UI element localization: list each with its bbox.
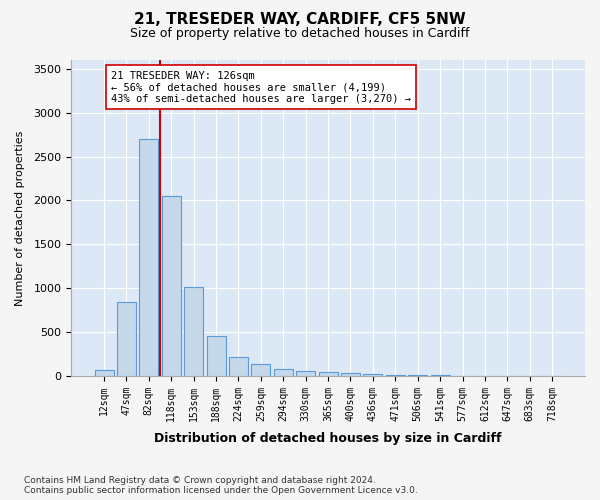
- Bar: [296, 370, 315, 376]
- Bar: [139, 139, 158, 376]
- Bar: [95, 370, 113, 376]
- Y-axis label: Number of detached properties: Number of detached properties: [15, 130, 25, 306]
- Bar: [251, 364, 271, 376]
- Bar: [408, 375, 427, 376]
- Text: Contains HM Land Registry data © Crown copyright and database right 2024.
Contai: Contains HM Land Registry data © Crown c…: [24, 476, 418, 495]
- Bar: [319, 372, 338, 376]
- Bar: [229, 358, 248, 376]
- Bar: [184, 288, 203, 376]
- X-axis label: Distribution of detached houses by size in Cardiff: Distribution of detached houses by size …: [154, 432, 502, 445]
- Bar: [386, 375, 405, 376]
- Bar: [162, 196, 181, 376]
- Text: 21 TRESEDER WAY: 126sqm
← 56% of detached houses are smaller (4,199)
43% of semi: 21 TRESEDER WAY: 126sqm ← 56% of detache…: [111, 70, 411, 104]
- Bar: [364, 374, 382, 376]
- Text: 21, TRESEDER WAY, CARDIFF, CF5 5NW: 21, TRESEDER WAY, CARDIFF, CF5 5NW: [134, 12, 466, 28]
- Bar: [341, 373, 360, 376]
- Bar: [274, 369, 293, 376]
- Bar: [117, 302, 136, 376]
- Text: Size of property relative to detached houses in Cardiff: Size of property relative to detached ho…: [130, 28, 470, 40]
- Bar: [206, 336, 226, 376]
